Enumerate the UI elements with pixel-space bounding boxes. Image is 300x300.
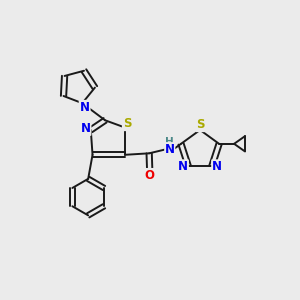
Text: N: N xyxy=(178,160,188,173)
Text: H: H xyxy=(165,137,174,147)
Text: N: N xyxy=(80,101,90,114)
Text: N: N xyxy=(80,122,91,135)
Text: S: S xyxy=(196,118,205,131)
Text: O: O xyxy=(144,169,154,182)
Text: N: N xyxy=(165,143,175,156)
Text: N: N xyxy=(212,160,222,173)
Text: S: S xyxy=(123,117,131,130)
